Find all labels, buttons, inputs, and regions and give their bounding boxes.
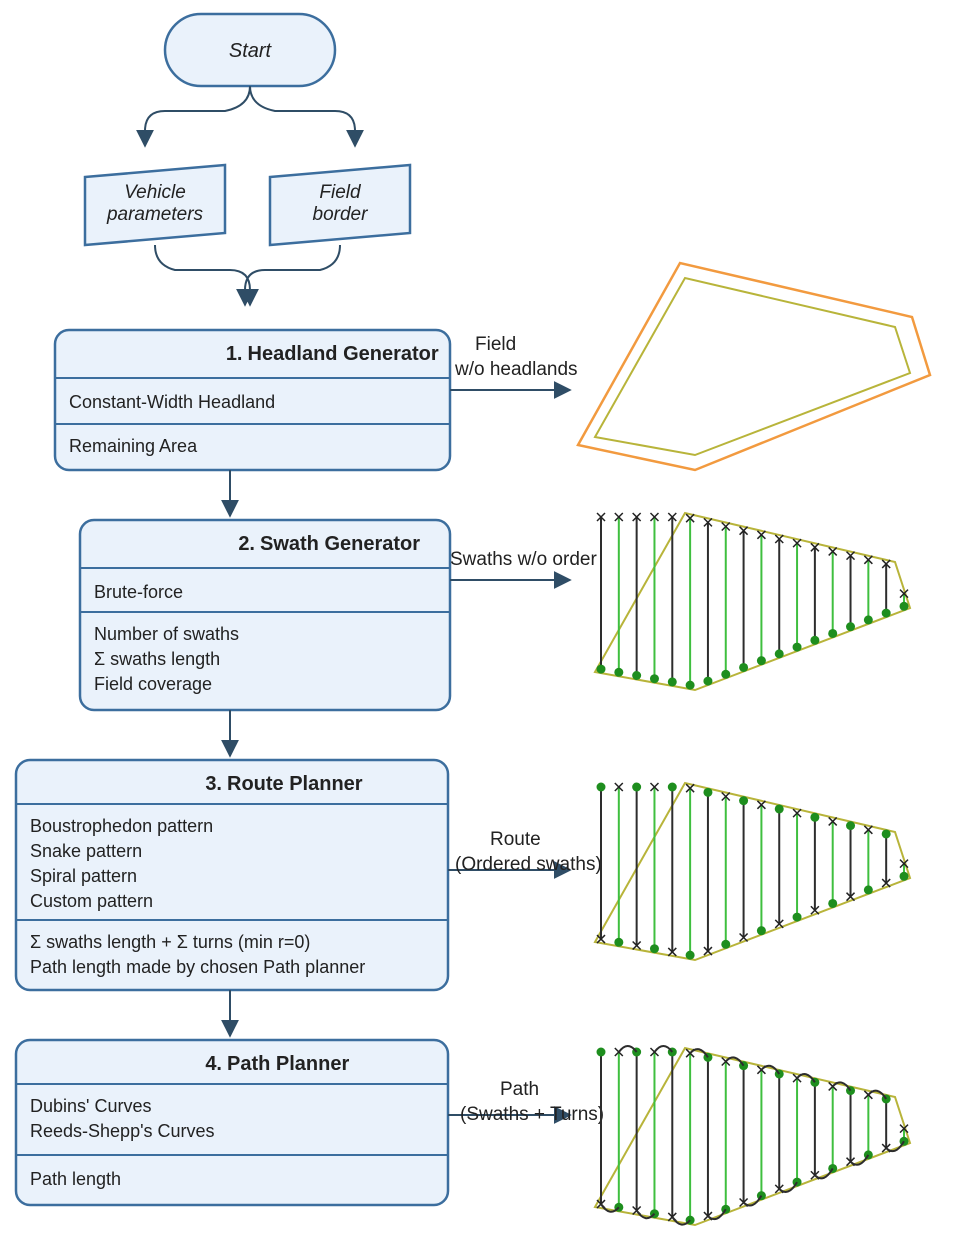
dot-marker	[614, 938, 623, 947]
field-node-label: border	[313, 204, 369, 225]
box-path-row: Reeds-Shepp's Curves	[30, 1121, 215, 1141]
label-out4: Path	[500, 1079, 539, 1100]
dot-marker	[597, 1048, 606, 1057]
illus-swaths	[595, 513, 910, 690]
box-headland-row: Constant-Width Headland	[69, 392, 275, 412]
box-swath-row: Brute-force	[94, 582, 183, 602]
box-swath-row: Field coverage	[94, 674, 212, 694]
dot-marker	[668, 677, 677, 686]
box-route-row: Path length made by chosen Path planner	[30, 957, 365, 977]
box-headland-row: Remaining Area	[69, 436, 198, 456]
dot-marker	[597, 783, 606, 792]
illus-route	[595, 783, 910, 961]
box-route-row: Spiral pattern	[30, 866, 137, 886]
label-out4b: (Swaths + Turns)	[460, 1104, 604, 1125]
edge-start-field	[250, 86, 355, 146]
dot-marker	[668, 783, 677, 792]
box-route-row: Custom pattern	[30, 891, 153, 911]
dot-marker	[775, 649, 784, 658]
dot-marker	[846, 821, 855, 830]
dot-marker	[650, 674, 659, 683]
field-inner	[595, 1048, 910, 1225]
label-out3: Route	[490, 829, 541, 850]
dot-marker	[632, 783, 641, 792]
dot-marker	[739, 663, 748, 672]
field-node-label: Field	[319, 182, 362, 203]
dot-marker	[864, 885, 873, 894]
edge-start-vehicle	[145, 86, 250, 146]
box-route-title: Route Planner	[227, 773, 363, 795]
box-path-title: Path Planner	[227, 1053, 349, 1075]
dot-marker	[686, 681, 695, 690]
box-swath-row: Σ swaths length	[94, 649, 220, 669]
dot-marker	[721, 940, 730, 949]
vehicle-node-label: Vehicle	[124, 182, 186, 203]
dot-marker	[686, 951, 695, 960]
dot-marker	[757, 656, 766, 665]
box-headland-num: 1.	[226, 343, 243, 365]
dot-marker	[882, 829, 891, 838]
box-path-row: Path length	[30, 1169, 121, 1189]
dot-marker	[703, 677, 712, 686]
box-swath-row: Number of swaths	[94, 624, 239, 644]
label-out3b: (Ordered swaths)	[455, 854, 602, 875]
box-path-num: 4.	[205, 1053, 222, 1075]
dot-marker	[900, 602, 909, 611]
dot-marker	[846, 622, 855, 631]
dot-marker	[793, 643, 802, 652]
illus-path	[595, 1046, 910, 1225]
dot-marker	[864, 615, 873, 624]
start-label: Start	[229, 40, 273, 62]
dot-marker	[810, 636, 819, 645]
illus-headland	[578, 263, 930, 470]
dot-marker	[597, 665, 606, 674]
box-route-row: Σ swaths length + Σ turns (min r=0)	[30, 932, 310, 952]
dot-marker	[703, 788, 712, 797]
dot-marker	[882, 609, 891, 618]
box-swath-title: Swath Generator	[260, 533, 420, 555]
label-out1: Field	[475, 334, 516, 355]
dot-marker	[632, 671, 641, 680]
box-route-num: 3.	[205, 773, 222, 795]
box-path-row: Dubins' Curves	[30, 1096, 151, 1116]
dot-marker	[721, 670, 730, 679]
field-inner	[595, 783, 910, 960]
box-swath-num: 2.	[238, 533, 255, 555]
box-route-row: Snake pattern	[30, 841, 142, 861]
dot-marker	[775, 804, 784, 813]
dot-marker	[828, 629, 837, 638]
vehicle-node-label: parameters	[106, 204, 204, 225]
box-route-row: Boustrophedon pattern	[30, 816, 213, 836]
dot-marker	[757, 926, 766, 935]
dot-marker	[900, 872, 909, 881]
dot-marker	[650, 944, 659, 953]
edge-field-box1	[245, 245, 340, 305]
label-out1b: w/o headlands	[454, 359, 578, 380]
label-out2: Swaths w/o order	[450, 549, 597, 570]
dot-marker	[793, 913, 802, 922]
dot-marker	[739, 796, 748, 805]
box-headland-title: Headland Generator	[248, 343, 439, 365]
dot-marker	[810, 813, 819, 822]
dot-marker	[614, 668, 623, 677]
dot-marker	[828, 899, 837, 908]
field-inner	[595, 513, 910, 690]
edge-vehicle-box1	[155, 245, 250, 305]
